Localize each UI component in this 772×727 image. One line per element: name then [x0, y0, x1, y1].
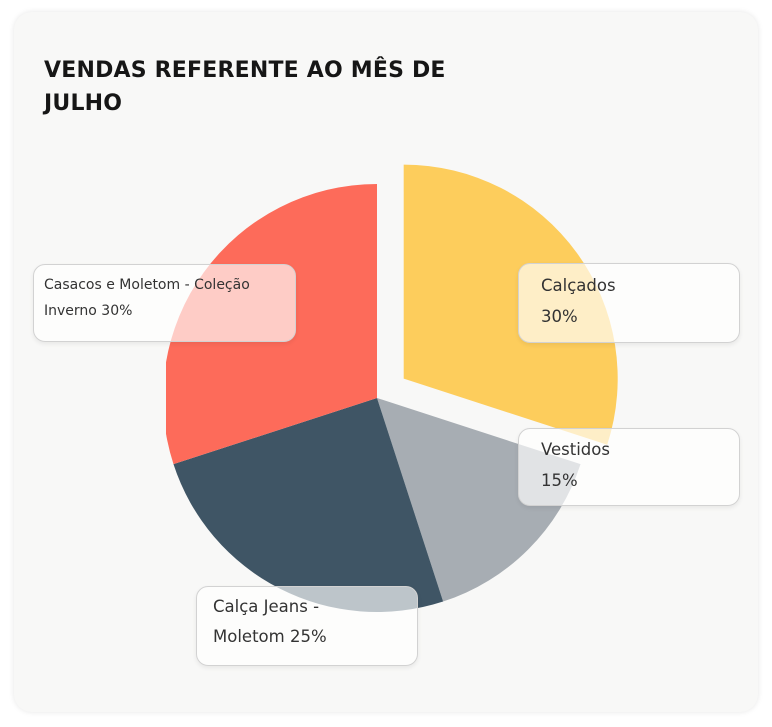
- callout-calca-jeans-moletom: Calça Jeans - Moletom 25%: [196, 586, 418, 666]
- chart-title: VENDAS REFERENTE AO MÊS DE JULHO: [44, 58, 446, 116]
- callout-vestidos: Vestidos 15%: [518, 428, 740, 506]
- slice-label-calca-jeans-moletom: Calça Jeans - Moletom 25%: [213, 597, 327, 646]
- callout-calcados: Calçados 30%: [518, 263, 740, 343]
- slice-calca-jeans-moletom: [173, 398, 444, 612]
- slice-calcados: [403, 164, 618, 445]
- callout-casacos-e-moletom: Casacos e Moletom - Coleção Inverno 30%: [33, 264, 296, 342]
- slice-label-vestidos: Vestidos 15%: [541, 440, 610, 490]
- slice-label-casacos-e-moletom: Casacos e Moletom - Coleção Inverno 30%: [44, 277, 250, 319]
- slice-label-calcados: Calçados 30%: [541, 276, 616, 326]
